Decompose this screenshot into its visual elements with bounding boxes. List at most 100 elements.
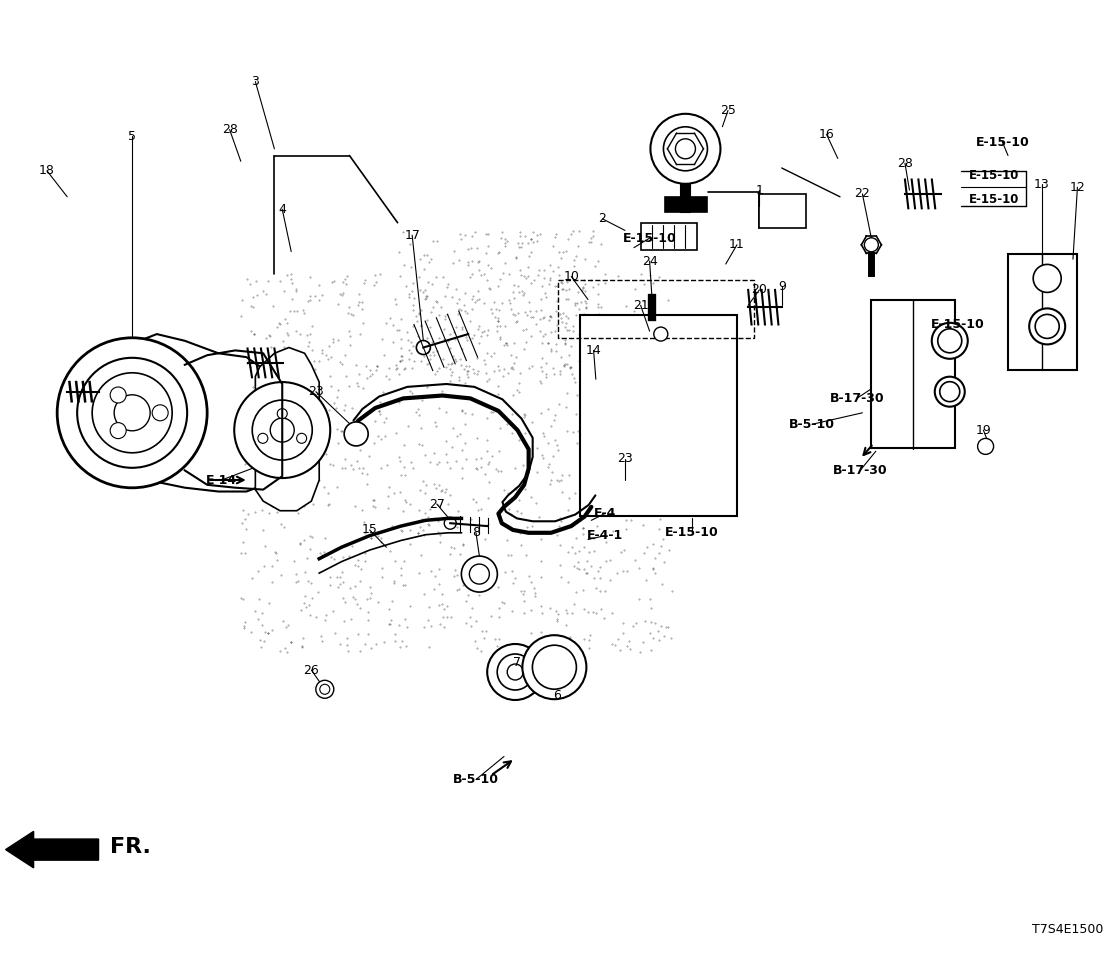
Point bbox=[466, 521, 484, 537]
Point bbox=[357, 476, 375, 492]
Point bbox=[515, 406, 533, 421]
Point bbox=[655, 555, 673, 570]
Point bbox=[400, 289, 418, 304]
Point bbox=[433, 383, 451, 398]
Point bbox=[482, 348, 500, 364]
Text: 21: 21 bbox=[633, 299, 648, 312]
Point bbox=[531, 311, 549, 326]
Point bbox=[491, 362, 508, 377]
Point bbox=[351, 326, 368, 342]
Point bbox=[339, 378, 357, 394]
Point bbox=[502, 301, 520, 317]
Point bbox=[522, 231, 540, 247]
Point bbox=[597, 554, 615, 569]
Point bbox=[325, 395, 343, 410]
Point bbox=[610, 642, 628, 658]
Point bbox=[633, 338, 651, 353]
Point bbox=[385, 627, 403, 642]
Point bbox=[424, 233, 442, 249]
Point bbox=[409, 525, 427, 540]
Point bbox=[614, 404, 632, 420]
Point bbox=[321, 550, 339, 565]
Point bbox=[634, 403, 652, 419]
Point bbox=[419, 275, 437, 290]
Text: 18: 18 bbox=[39, 164, 55, 178]
Point bbox=[403, 276, 421, 291]
Point bbox=[558, 274, 576, 289]
Point bbox=[580, 544, 598, 560]
Point bbox=[479, 257, 497, 273]
Point bbox=[534, 271, 552, 286]
Point bbox=[404, 302, 422, 318]
Point bbox=[493, 230, 511, 246]
Point bbox=[550, 607, 568, 622]
Point bbox=[450, 372, 468, 387]
Point bbox=[416, 485, 433, 500]
Point bbox=[586, 389, 604, 404]
Point bbox=[545, 278, 563, 294]
Point bbox=[458, 559, 476, 574]
Point bbox=[551, 267, 569, 282]
Point bbox=[351, 435, 368, 450]
Point bbox=[254, 482, 272, 497]
Point bbox=[609, 530, 627, 545]
Point bbox=[296, 588, 314, 604]
Point bbox=[409, 328, 427, 344]
Point bbox=[420, 600, 438, 615]
Point bbox=[581, 229, 599, 245]
Point bbox=[644, 537, 662, 552]
Point bbox=[598, 473, 616, 489]
Point bbox=[358, 612, 376, 628]
Point bbox=[288, 324, 306, 339]
Point bbox=[642, 614, 660, 630]
Point bbox=[507, 349, 525, 365]
Point bbox=[525, 273, 543, 288]
Point bbox=[417, 477, 435, 492]
Point bbox=[475, 296, 493, 311]
Point bbox=[246, 604, 264, 619]
Text: 2: 2 bbox=[598, 212, 607, 226]
Point bbox=[497, 335, 515, 350]
Point bbox=[604, 384, 622, 399]
Point bbox=[335, 613, 353, 629]
Point bbox=[251, 416, 269, 431]
Point bbox=[420, 639, 438, 655]
Circle shape bbox=[252, 400, 312, 460]
Point bbox=[644, 441, 662, 456]
Point bbox=[530, 509, 548, 524]
Point bbox=[348, 453, 366, 468]
Point bbox=[454, 537, 472, 552]
Point bbox=[283, 447, 301, 463]
Point bbox=[577, 295, 595, 310]
Point bbox=[404, 298, 422, 313]
Point bbox=[248, 274, 265, 289]
Point bbox=[291, 426, 309, 442]
Point bbox=[547, 228, 564, 244]
Point bbox=[426, 476, 444, 492]
Point bbox=[466, 570, 484, 586]
Point bbox=[556, 358, 573, 373]
Point bbox=[585, 473, 603, 489]
Point bbox=[640, 468, 657, 484]
Point bbox=[302, 590, 320, 606]
Point bbox=[533, 335, 551, 350]
Point bbox=[536, 325, 554, 341]
Point bbox=[437, 433, 455, 448]
Circle shape bbox=[937, 328, 962, 352]
Point bbox=[622, 487, 640, 502]
Point bbox=[317, 348, 335, 363]
Point bbox=[575, 279, 592, 295]
Text: 12: 12 bbox=[1070, 180, 1085, 194]
Point bbox=[541, 272, 559, 287]
Point bbox=[477, 623, 495, 638]
Point bbox=[416, 261, 433, 276]
Point bbox=[573, 583, 591, 598]
Point bbox=[457, 406, 475, 421]
Point bbox=[578, 565, 596, 581]
Point bbox=[549, 442, 567, 457]
Point bbox=[626, 329, 644, 345]
Point bbox=[566, 370, 584, 385]
Point bbox=[656, 619, 674, 635]
Point bbox=[592, 345, 610, 360]
Point bbox=[450, 370, 468, 385]
